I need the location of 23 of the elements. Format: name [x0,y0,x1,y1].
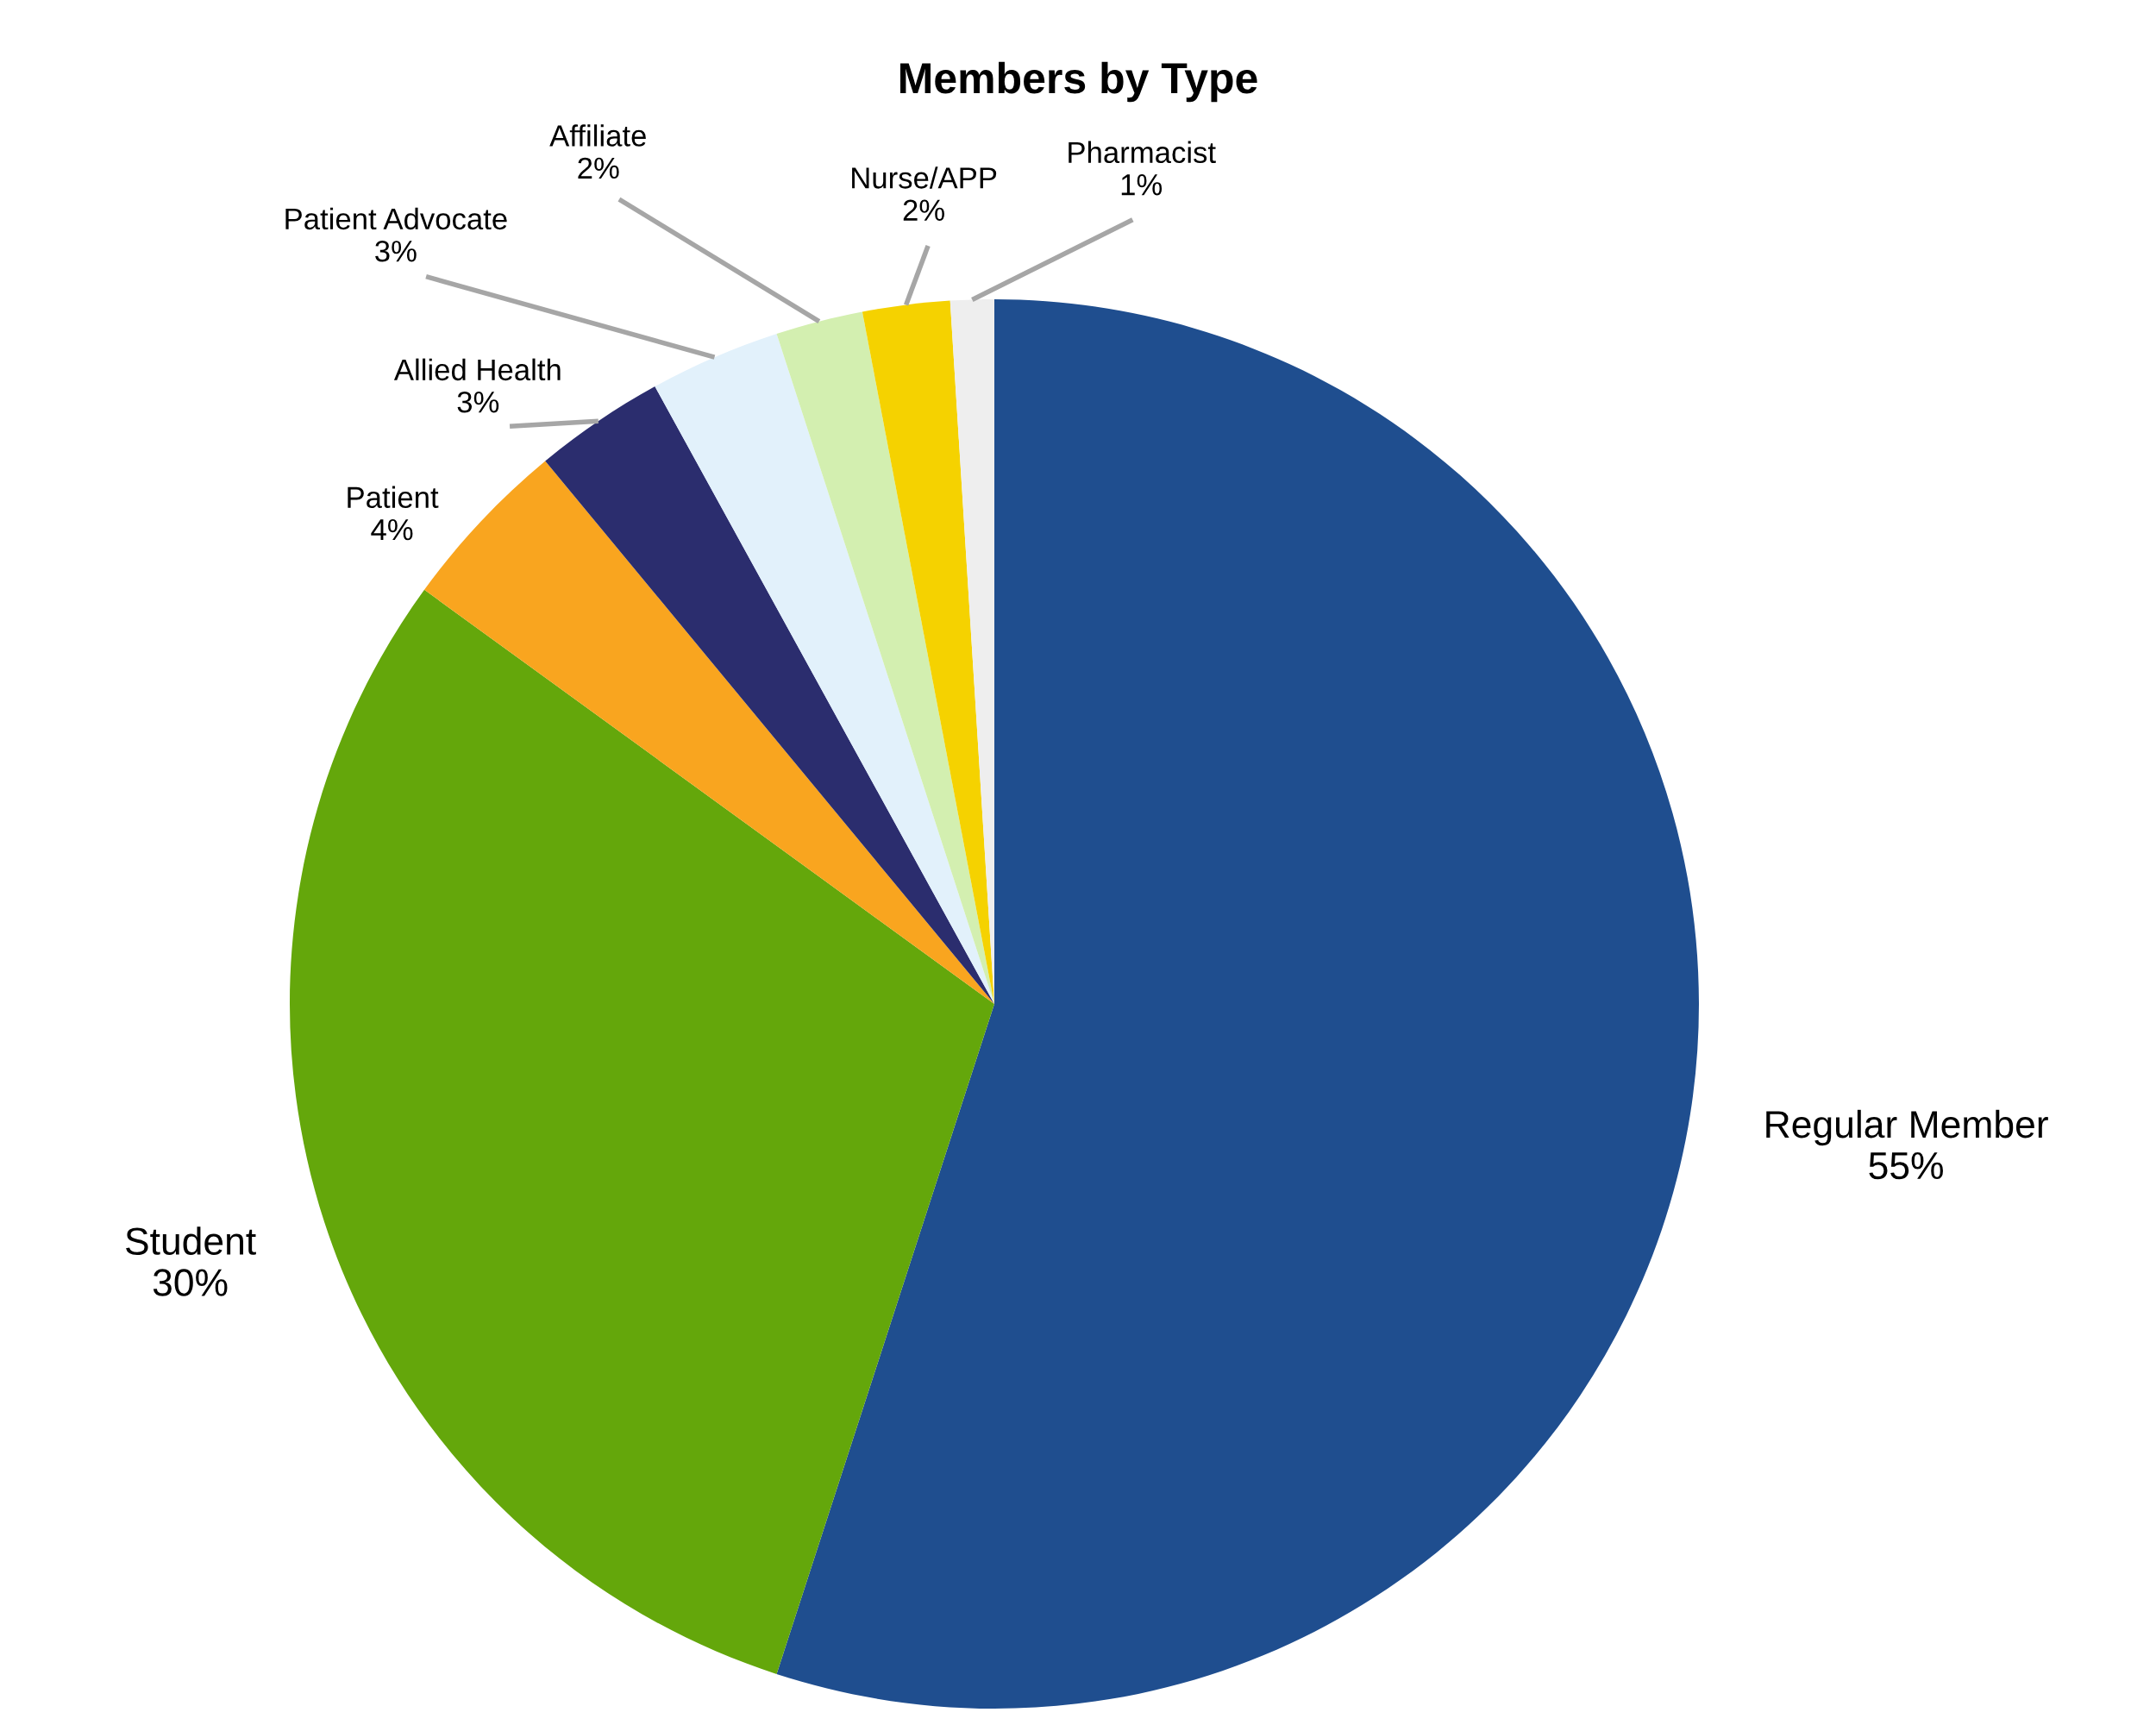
pie-slice [655,333,994,1004]
pie-slice [545,386,994,1004]
pie-slice [776,299,1699,1709]
slice-label: Student [126,1226,256,1255]
slice-label: Patient [348,486,439,509]
data-label: 1% [1121,174,1163,196]
data-label: 30% [153,1269,228,1296]
data-label: 4% [371,519,413,541]
chart-title: Members by Type [900,61,1257,103]
data-label: 3% [375,240,417,262]
data-label: 2% [903,199,944,221]
data-label: 2% [578,157,619,179]
slice-label: Nurse/APP [852,166,997,189]
slice-label: Affiliate [549,124,646,147]
slice-label: Pharmacist [1069,141,1216,164]
slice-label: Regular Member [1766,1109,2048,1146]
pie-slice [776,311,994,1004]
pie-slice [862,300,994,1004]
slice-label: Patient Advocate [285,207,507,230]
data-label: 55% [1869,1152,1943,1180]
data-label: 3% [457,391,499,413]
slice-label: Allied Health [393,358,561,381]
pie-slice [290,589,994,1675]
